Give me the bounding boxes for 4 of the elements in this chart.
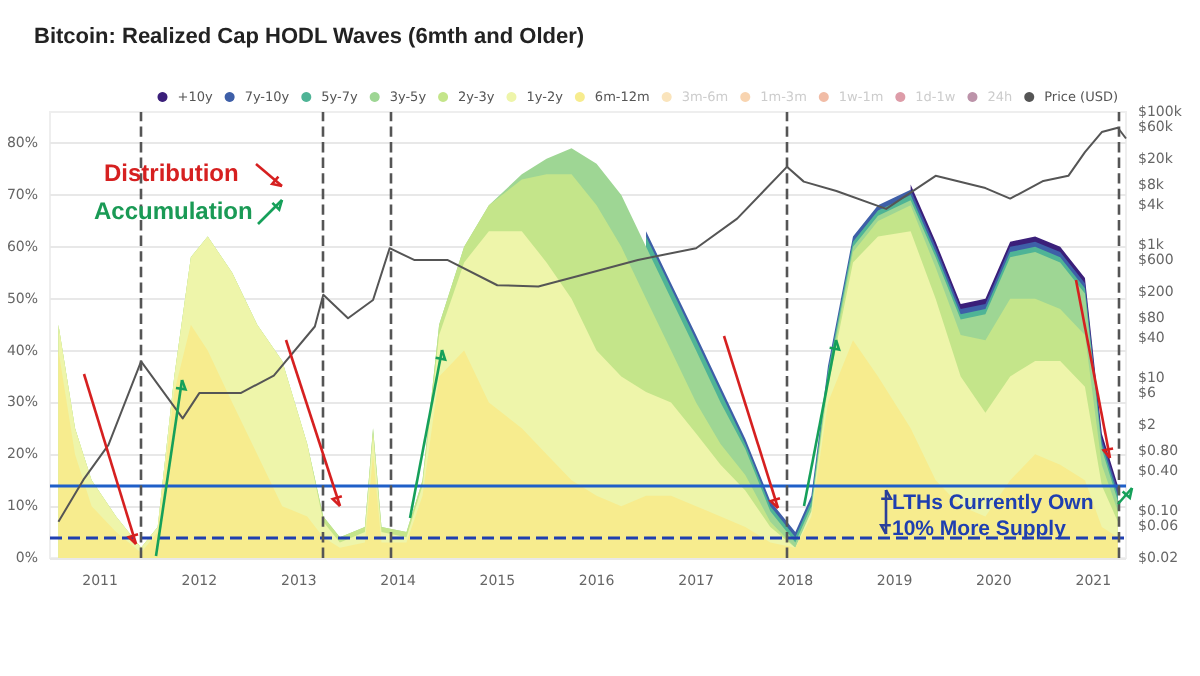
annotation: Accumulation — [94, 197, 253, 225]
chart-title: Bitcoin: Realized Cap HODL Waves (6mth and Older) — [34, 25, 585, 49]
annotation: LTHs Currently Own 10% More Supply — [892, 491, 1094, 541]
annotation: Distribution — [104, 159, 239, 187]
